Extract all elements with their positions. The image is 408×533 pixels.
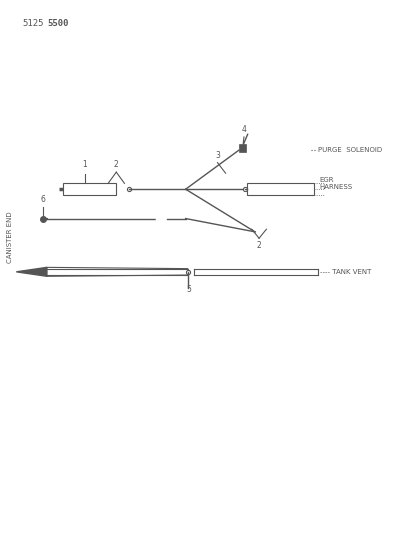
Text: 4: 4 [242, 125, 246, 134]
Bar [247, 183, 314, 195]
Polygon shape [16, 268, 47, 276]
Bar [63, 183, 116, 195]
Text: 5500: 5500 [47, 19, 69, 28]
Text: 5: 5 [186, 285, 191, 294]
Text: ---- TANK VENT: ---- TANK VENT [320, 269, 372, 275]
Text: PURGE  SOLENOID: PURGE SOLENOID [318, 147, 382, 154]
Bar [239, 144, 246, 152]
Text: 2: 2 [114, 160, 119, 169]
Text: 6: 6 [41, 195, 46, 204]
Text: 5125: 5125 [22, 19, 44, 28]
Text: CANISTER END: CANISTER END [7, 212, 13, 263]
Text: 2: 2 [257, 241, 262, 250]
Text: EGR
HARNESS: EGR HARNESS [319, 176, 353, 190]
Text: 1: 1 [82, 160, 87, 169]
Text: 3: 3 [215, 151, 220, 160]
